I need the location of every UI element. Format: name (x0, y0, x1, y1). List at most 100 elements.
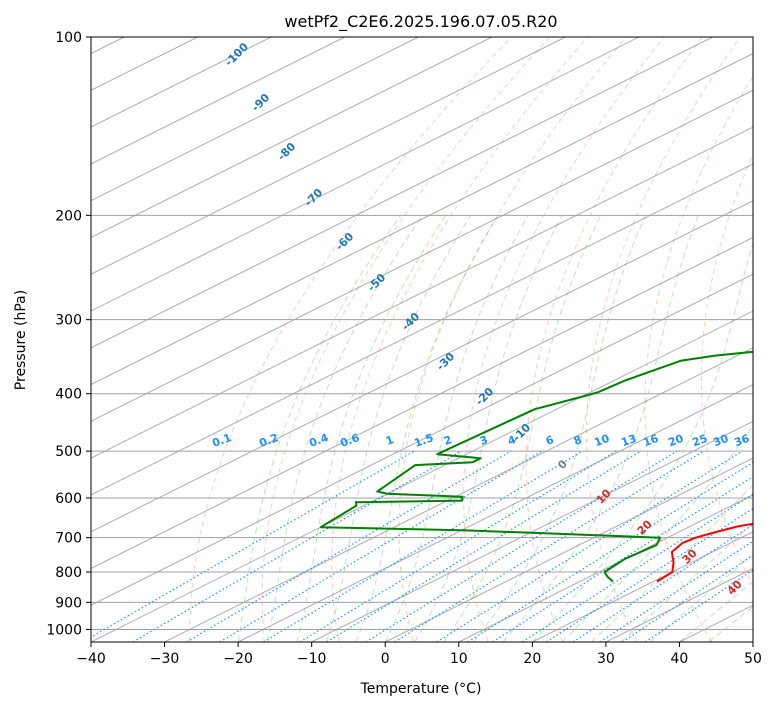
mixing-ratio-line (91, 450, 415, 639)
mixing-ratio-line (299, 450, 617, 642)
isotherm (91, 310, 753, 642)
moist-adiabat (384, 215, 529, 642)
isotherm (458, 494, 753, 642)
isotherm (384, 457, 753, 642)
y-tick-label: 100 (55, 30, 82, 46)
moist-adiabat (502, 215, 699, 642)
mixing-ratio-label: 16 (641, 432, 660, 450)
mixing-ratio-label: 1.5 (412, 431, 435, 450)
moist-adiabat (531, 241, 753, 642)
isotherm (91, 163, 753, 496)
x-tick-label: 0 (381, 651, 390, 667)
x-tick-label: −10 (297, 651, 327, 667)
dry-adiabat (261, 37, 551, 642)
y-tick-label: 700 (55, 531, 82, 547)
mixing-ratio-label: 20 (666, 432, 685, 450)
y-axis-label: Pressure (hPa) (13, 290, 29, 390)
isotherm (91, 236, 753, 570)
y-tick-label: 200 (55, 208, 82, 224)
mixing-ratio-label: 30 (711, 432, 730, 450)
mixing-ratio-line (219, 450, 543, 642)
mixing-ratio-line (394, 450, 704, 642)
x-tick-label: −20 (223, 651, 253, 667)
mixing-ratio-label: 25 (690, 432, 709, 449)
mixing-ratio-label: 0.6 (338, 431, 361, 450)
isotherm (91, 37, 272, 128)
mixing-ratio-line (365, 450, 678, 642)
isotherm (91, 200, 753, 533)
mixing-ratio-label: 0.1 (210, 431, 233, 450)
moist-adiabat (443, 215, 602, 642)
dry-adiabat (700, 153, 753, 588)
dewpoint-profile (319, 350, 753, 583)
profile-lines (319, 350, 753, 583)
mixing-ratio-label: 1 (384, 433, 396, 448)
isotherm (91, 37, 419, 202)
y-tick-label: 1000 (46, 622, 82, 638)
x-tick-label: 20 (523, 651, 541, 667)
moist-adiabat (679, 580, 753, 642)
isotherm-label: -100 (222, 40, 251, 69)
y-tick-label: 400 (55, 387, 82, 403)
dry-adiabat (525, 37, 703, 642)
mixing-ratio-label: 2 (442, 433, 454, 448)
x-tick-label: 50 (744, 651, 762, 667)
dry-adiabat (189, 37, 513, 642)
isotherm (91, 52, 753, 386)
y-axis: 100 200 300 400 500 600 700 800 900 1000 (46, 30, 91, 638)
isotherm (91, 37, 713, 349)
dry-adiabat (331, 37, 589, 642)
moist-adiabat (296, 215, 447, 642)
mixing-ratio-line (436, 450, 743, 642)
moist-adiabat (237, 215, 401, 642)
mixing-ratio-label: 3 (478, 433, 490, 448)
moist-adiabat (267, 215, 423, 642)
mixing-ratio-label: 4 (506, 433, 518, 448)
mixing-ratio-label: 36 (732, 432, 751, 450)
mixing-ratio-label: 6 (544, 433, 556, 448)
temperature-profile (656, 522, 753, 583)
plot-frame (90, 36, 754, 643)
chart-title: wetPf2_C2E6.2025.196.07.05.R20 (284, 12, 557, 32)
isotherm (532, 531, 753, 642)
mixing-ratio-line (326, 450, 642, 642)
x-tick-label: −30 (150, 651, 180, 667)
mixing-ratio-label: 10 (592, 432, 611, 450)
isotherm-label: -90 (249, 91, 272, 114)
isotherm-label: -40 (399, 310, 422, 333)
moist-adiabat (590, 484, 753, 642)
x-tick-label: 10 (450, 651, 468, 667)
dry-adiabat (463, 37, 665, 642)
dry-adiabat (586, 37, 741, 642)
isotherm (91, 37, 493, 239)
isotherm (91, 37, 198, 91)
y-tick-label: 800 (55, 565, 82, 581)
isotherm (164, 347, 753, 642)
isotherm (91, 126, 753, 459)
isotherm (91, 273, 753, 606)
x-axis-label: Temperature (°C) (360, 681, 482, 697)
isotherm (91, 37, 640, 312)
wet-bulb-label: 30 (680, 546, 700, 566)
isotherm (311, 420, 753, 642)
mixing-ratio-labels: 0.1 0.2 0.4 0.6 1 1.5 2 3 4 6 8 10 13 16 20 25 30 36 (210, 431, 751, 450)
isotherm-label: 0 (555, 457, 570, 472)
isotherm (752, 641, 753, 642)
x-tick-label: −40 (76, 651, 106, 667)
x-tick-label: 30 (597, 651, 615, 667)
moist-adiabat (561, 424, 753, 642)
mixing-ratio-line (622, 554, 753, 642)
mixing-ratio-label: 8 (572, 433, 584, 448)
mixing-ratio-line (467, 461, 753, 642)
isotherm (91, 89, 753, 422)
y-tick-label: 300 (55, 313, 82, 329)
isotherm (91, 37, 566, 275)
mixing-ratio-label: 0.4 (307, 431, 330, 450)
moist-adiabat (473, 215, 646, 642)
isotherm-label: -30 (434, 350, 457, 373)
wet-bulb-label: 10 (594, 486, 614, 506)
mixing-ratio-line (263, 450, 583, 642)
y-tick-label: 500 (55, 444, 82, 460)
isotherm-label: -70 (302, 186, 325, 209)
